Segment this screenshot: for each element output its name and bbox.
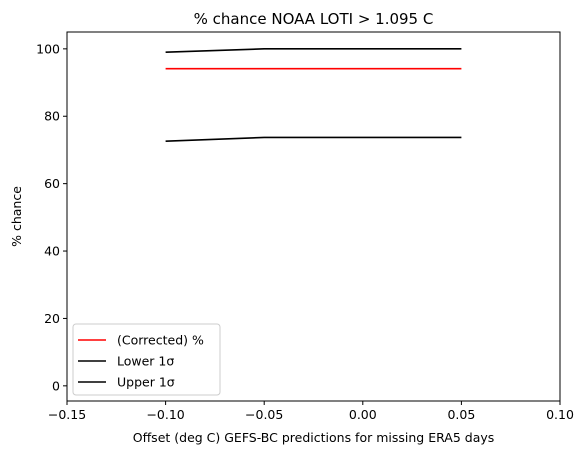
plot-lines bbox=[165, 48, 462, 142]
legend-label: Upper 1σ bbox=[117, 375, 175, 390]
legend-box bbox=[72, 323, 221, 396]
y-tick-label: 100 bbox=[36, 41, 60, 56]
chart-title: % chance NOAA LOTI > 1.095 C bbox=[194, 10, 434, 28]
axes-frame bbox=[66, 31, 561, 402]
y-tick-label: 0 bbox=[52, 378, 60, 393]
series-line-2 bbox=[165, 136, 462, 142]
y-axis-label: % chance bbox=[9, 186, 24, 247]
legend: (Corrected) % Lower 1σ Upper 1σ bbox=[72, 323, 221, 396]
y-tick-label: 20 bbox=[44, 311, 60, 326]
x-tick-label: 0.05 bbox=[447, 407, 475, 422]
y-axis-ticks: 0 20 40 60 80 100 bbox=[36, 41, 67, 393]
x-tick-label: −0.15 bbox=[48, 407, 86, 422]
legend-label: (Corrected) % bbox=[117, 333, 204, 348]
x-tick-label: −0.10 bbox=[146, 407, 184, 422]
y-tick-label: 40 bbox=[44, 244, 60, 259]
x-axis-label: Offset (deg C) GEFS-BC predictions for m… bbox=[133, 430, 495, 445]
y-tick-label: 60 bbox=[44, 176, 60, 191]
x-tick-label: 0.00 bbox=[349, 407, 377, 422]
y-tick-label: 80 bbox=[44, 109, 60, 124]
x-tick-label: −0.05 bbox=[245, 407, 283, 422]
legend-label: Lower 1σ bbox=[117, 354, 174, 369]
x-axis-ticks: −0.15 −0.10 −0.05 0.00 0.05 0.10 bbox=[48, 401, 574, 422]
x-tick-label: 0.10 bbox=[546, 407, 574, 422]
series-line-1 bbox=[165, 48, 462, 54]
